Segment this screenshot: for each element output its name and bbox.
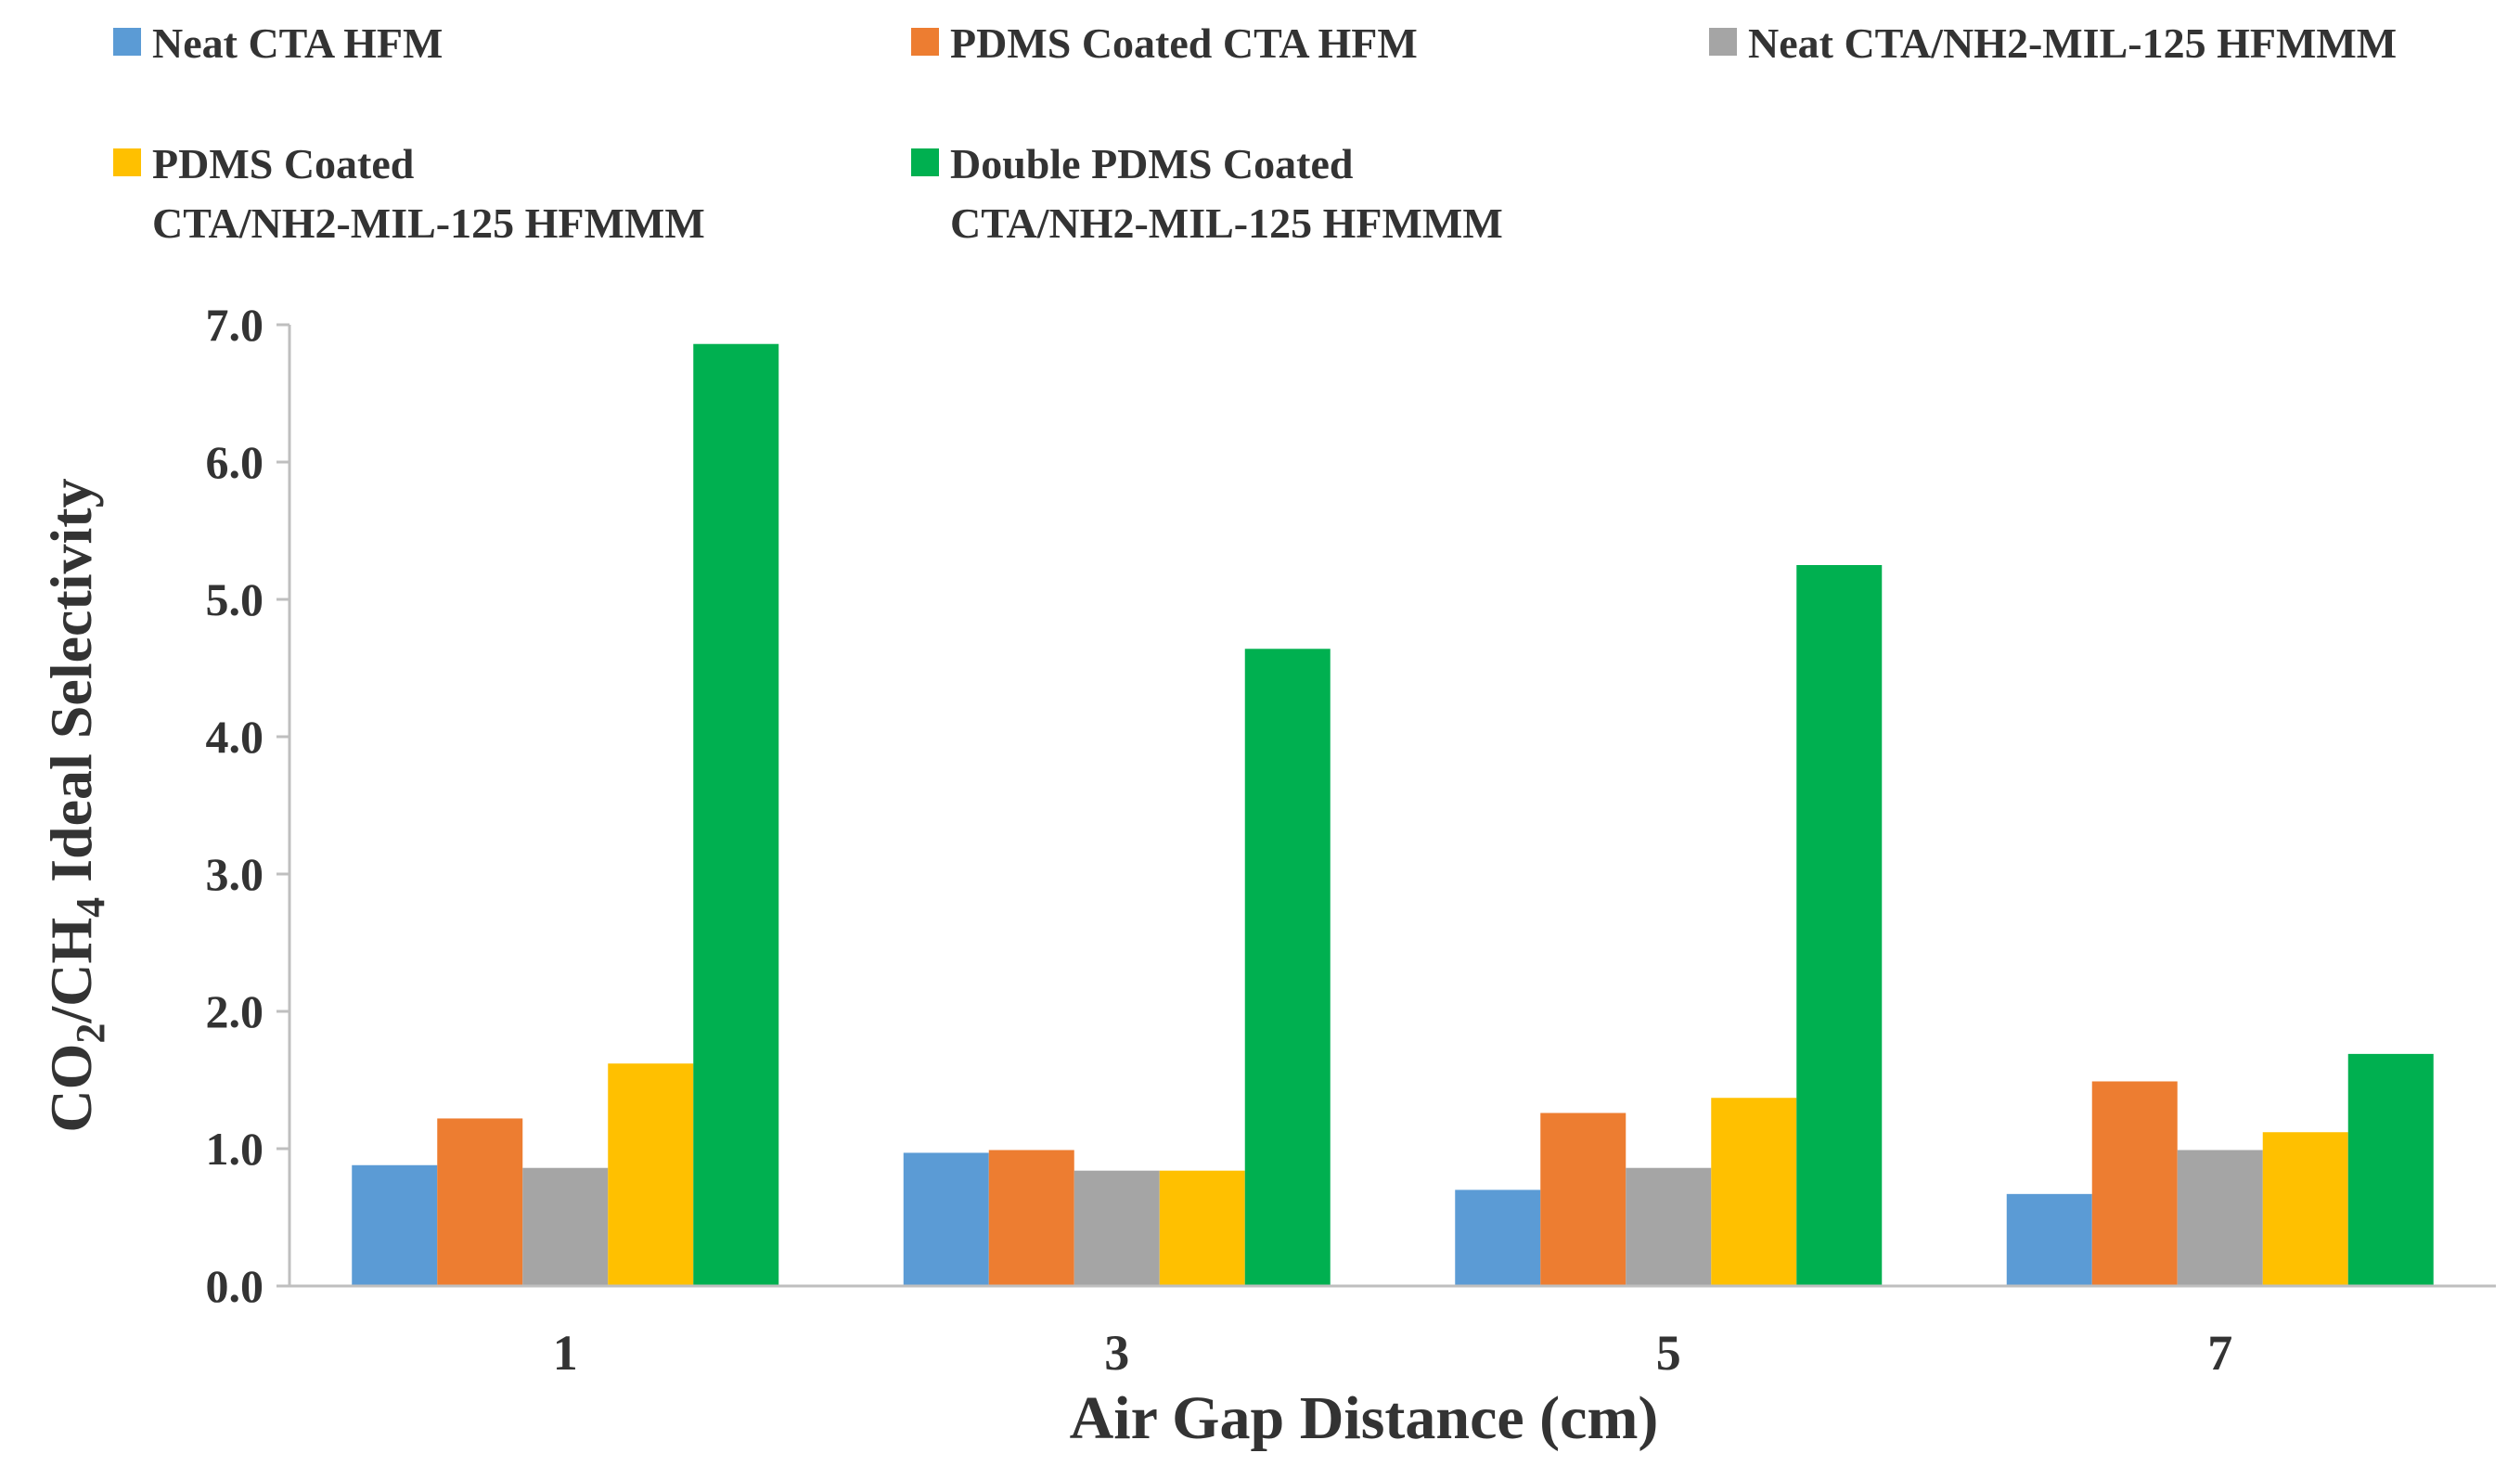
legend-label: PDMS Coated CTA HFM xyxy=(950,19,1418,67)
legend-label: CTA/NH2-MIL-125 HFMMM xyxy=(950,199,1503,247)
bar xyxy=(2091,1081,2178,1286)
y-tick-label: 7.0 xyxy=(206,299,264,351)
bar xyxy=(1626,1167,1712,1286)
x-tick-label: 5 xyxy=(1656,1325,1681,1381)
bar xyxy=(2006,1193,2092,1286)
bar xyxy=(2262,1132,2348,1286)
y-tick-label: 6.0 xyxy=(206,436,264,488)
bar xyxy=(1244,649,1331,1286)
y-label-part: Ideal Selectivity xyxy=(38,478,104,896)
bars xyxy=(352,343,2434,1287)
bar xyxy=(522,1167,609,1286)
bar xyxy=(437,1118,523,1286)
x-axis: 1 3 5 7 xyxy=(289,1284,2496,1381)
bar xyxy=(1074,1170,1160,1286)
y-tick-label: 2.0 xyxy=(206,985,264,1037)
y-label-subscript: 2 xyxy=(68,1023,113,1044)
legend-label: PDMS Coated xyxy=(152,140,415,187)
y-axis: 0.0 1.0 2.0 3.0 4.0 5.0 6.0 7.0 xyxy=(206,299,291,1312)
y-tick-label: 4.0 xyxy=(206,711,264,763)
y-tick-label: 0.0 xyxy=(206,1260,264,1312)
bar xyxy=(1711,1098,1797,1286)
x-ticks: 1 3 5 7 xyxy=(553,1325,2233,1381)
legend-label: Double PDMS Coated xyxy=(950,140,1354,187)
legend-swatch xyxy=(1709,28,1737,56)
y-tick-label: 5.0 xyxy=(206,573,264,625)
bar xyxy=(903,1152,989,1286)
legend-swatch xyxy=(911,148,939,176)
bar xyxy=(1540,1112,1626,1286)
x-tick-label: 3 xyxy=(1104,1325,1129,1381)
bar xyxy=(352,1164,438,1286)
bar xyxy=(2177,1150,2263,1286)
y-axis-label: CO2/CH4 Ideal Selectivity xyxy=(38,478,113,1132)
legend-swatch xyxy=(113,28,141,56)
legend-label: CTA/NH2-MIL-125 HFMMM xyxy=(152,199,705,247)
bar xyxy=(608,1063,694,1286)
x-axis-label: Air Gap Distance (cm) xyxy=(1070,1384,1659,1452)
bar xyxy=(988,1150,1074,1286)
legend-label: Neat CTA HFM xyxy=(152,19,443,67)
x-tick-label: 7 xyxy=(2207,1325,2232,1381)
bar xyxy=(1796,565,1883,1286)
y-ticks: 0.0 1.0 2.0 3.0 4.0 5.0 6.0 7.0 xyxy=(206,299,289,1312)
y-tick-label: 1.0 xyxy=(206,1123,264,1175)
legend: Neat CTA HFM PDMS Coated CTA HFM Neat CTA/… xyxy=(113,19,2397,247)
x-tick-label: 1 xyxy=(553,1325,578,1381)
bar xyxy=(1455,1190,1541,1286)
bar xyxy=(693,343,779,1287)
y-label-part: CO xyxy=(38,1044,104,1133)
bar xyxy=(1159,1170,1245,1286)
bar xyxy=(2347,1053,2434,1286)
y-label-subscript: 4 xyxy=(68,897,113,918)
legend-label: Neat CTA/NH2-MIL-125 HFMMM xyxy=(1748,19,2397,67)
legend-swatch xyxy=(113,148,141,176)
legend-swatch xyxy=(911,28,939,56)
y-label-part: /CH xyxy=(38,918,104,1024)
y-tick-label: 3.0 xyxy=(206,848,264,900)
